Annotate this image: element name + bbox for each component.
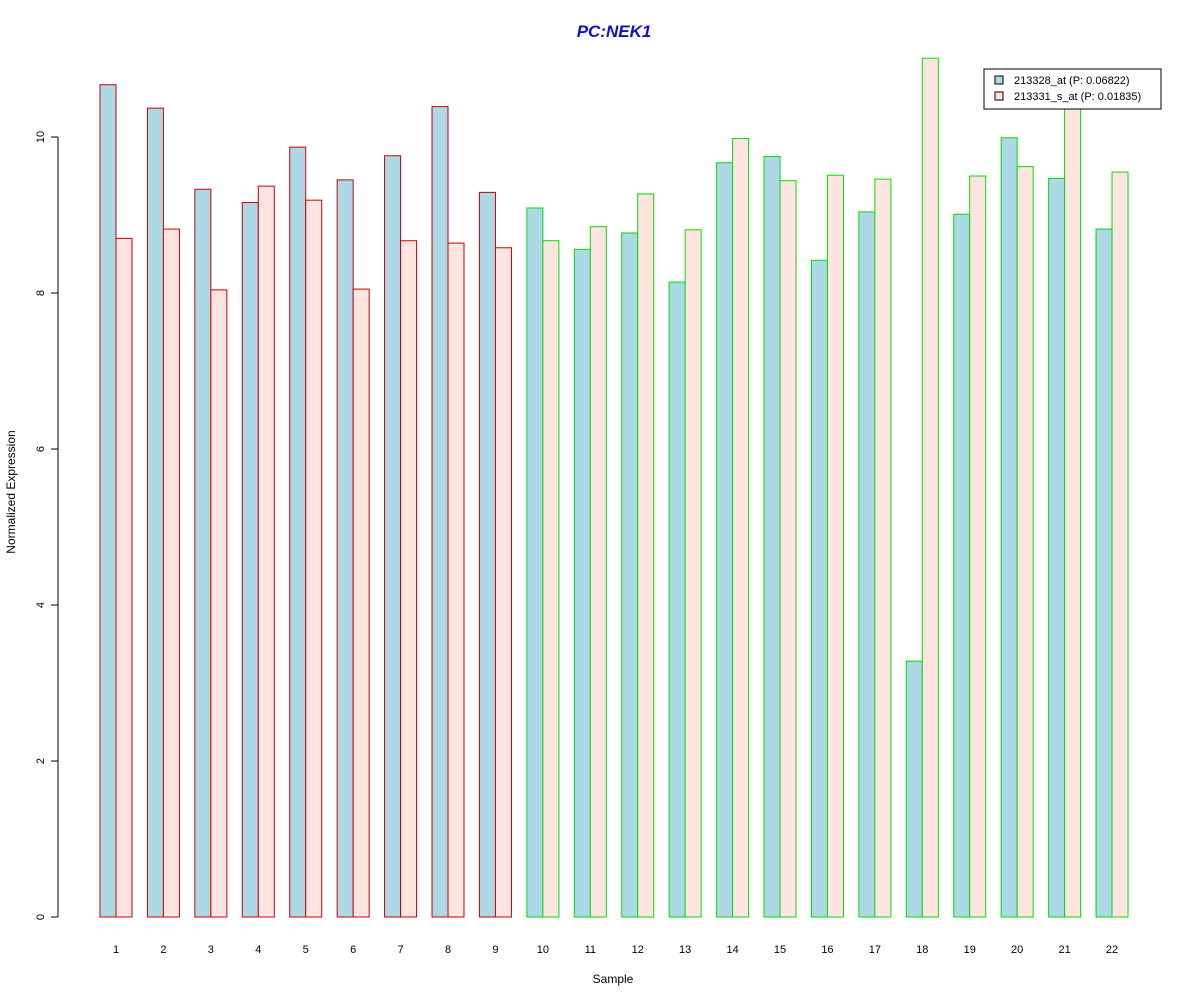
bar-series2-sample-19 xyxy=(969,175,987,918)
bar-series2-sample-4 xyxy=(257,185,275,918)
bar-series2-sample-2 xyxy=(162,228,180,918)
bar-series1-sample-10 xyxy=(526,207,544,918)
y-tick-label: 2 xyxy=(35,758,47,764)
y-tick-label: 4 xyxy=(35,602,47,608)
x-tick-label: 16 xyxy=(821,944,833,956)
x-tick-label: 5 xyxy=(303,944,309,956)
bar-series1-sample-8 xyxy=(431,106,449,918)
x-tick-label: 19 xyxy=(964,944,976,956)
bar-series2-sample-16 xyxy=(826,174,844,918)
bar-series1-sample-5 xyxy=(289,146,307,918)
bar-series2-sample-7 xyxy=(400,240,418,918)
y-tick-label: 10 xyxy=(35,131,47,143)
bar-series1-sample-20 xyxy=(1000,137,1018,918)
chart-title: PC:NEK1 xyxy=(577,22,652,41)
bar-series1-sample-6 xyxy=(336,179,354,918)
bar-series2-sample-22 xyxy=(1111,171,1129,918)
x-tick-label: 18 xyxy=(916,944,928,956)
bar-series2-sample-1 xyxy=(115,237,133,918)
x-tick-label: 22 xyxy=(1106,944,1118,956)
bar-series2-sample-10 xyxy=(542,240,560,918)
x-tick-label: 10 xyxy=(537,944,549,956)
bars-layer xyxy=(99,57,1129,918)
bar-series1-sample-16 xyxy=(810,259,828,918)
bar-series1-sample-13 xyxy=(668,281,686,918)
bar-series2-sample-20 xyxy=(1016,166,1034,918)
bar-series1-sample-12 xyxy=(621,232,639,918)
bar-series1-sample-2 xyxy=(146,107,164,918)
bar-series1-sample-14 xyxy=(716,162,734,918)
bar-series2-sample-6 xyxy=(352,288,370,918)
bar-series1-sample-4 xyxy=(241,202,259,918)
x-tick-label: 15 xyxy=(774,944,786,956)
bar-series1-sample-9 xyxy=(478,191,496,918)
x-tick-label: 3 xyxy=(208,944,214,956)
bar-series2-sample-9 xyxy=(494,247,512,918)
bar-series2-sample-8 xyxy=(447,242,465,918)
bar-series1-sample-15 xyxy=(763,156,781,918)
x-tick-label: 2 xyxy=(160,944,166,956)
x-tick-label: 7 xyxy=(398,944,404,956)
x-tick-label: 14 xyxy=(726,944,738,956)
x-tick-label: 12 xyxy=(632,944,644,956)
bar-series2-sample-18 xyxy=(921,57,939,918)
legend-swatch xyxy=(994,75,1004,85)
x-tick-label: 9 xyxy=(492,944,498,956)
legend-label: 213331_s_at (P: 0.01835) xyxy=(1014,91,1141,103)
x-tick-label: 4 xyxy=(255,944,261,956)
y-tick-label: 6 xyxy=(35,446,47,452)
bar-series1-sample-22 xyxy=(1095,228,1113,918)
bar-series2-sample-15 xyxy=(779,180,797,918)
bar-series1-sample-19 xyxy=(953,213,971,918)
bar-series2-sample-12 xyxy=(637,193,655,918)
y-tick-label: 8 xyxy=(35,290,47,296)
bar-series2-sample-3 xyxy=(210,289,228,918)
bar-series1-sample-1 xyxy=(99,84,117,918)
legend: 213328_at (P: 0.06822) 213331_s_at (P: 0… xyxy=(983,68,1162,110)
bar-series2-sample-13 xyxy=(684,229,702,918)
bar-series1-sample-21 xyxy=(1048,177,1066,918)
legend-label: 213328_at (P: 0.06822) xyxy=(1014,75,1130,87)
bar-series2-sample-11 xyxy=(589,226,607,918)
x-axis-tick-labels: 1 2 3 4 5 6 7 8 9 10 11 12 13 14 15 16 17 18 19 20 21 22 xyxy=(113,944,1118,956)
bar-series1-sample-18 xyxy=(905,660,923,918)
y-axis: 0 2 4 6 8 10 xyxy=(35,131,59,920)
x-tick-label: 17 xyxy=(869,944,881,956)
x-tick-label: 6 xyxy=(350,944,356,956)
bar-series1-sample-17 xyxy=(858,211,876,918)
bar-series1-sample-7 xyxy=(384,155,402,918)
bar-series1-sample-11 xyxy=(573,248,591,918)
bar-series2-sample-17 xyxy=(874,178,892,918)
bar-series2-sample-5 xyxy=(305,199,323,918)
x-tick-label: 1 xyxy=(113,944,119,956)
x-tick-label: 20 xyxy=(1011,944,1023,956)
x-tick-label: 8 xyxy=(445,944,451,956)
x-tick-label: 11 xyxy=(585,944,596,956)
bar-series2-sample-21 xyxy=(1064,105,1082,918)
x-tick-label: 13 xyxy=(679,944,691,956)
y-tick-label: 0 xyxy=(35,914,47,920)
y-axis-label: Normalized Expression xyxy=(4,430,18,553)
bar-series2-sample-14 xyxy=(732,138,750,918)
bar-series1-sample-3 xyxy=(194,188,212,918)
legend-swatch xyxy=(994,91,1004,101)
x-tick-label: 21 xyxy=(1058,944,1070,956)
legend-box xyxy=(983,68,1162,110)
x-axis-label: Sample xyxy=(593,972,634,986)
